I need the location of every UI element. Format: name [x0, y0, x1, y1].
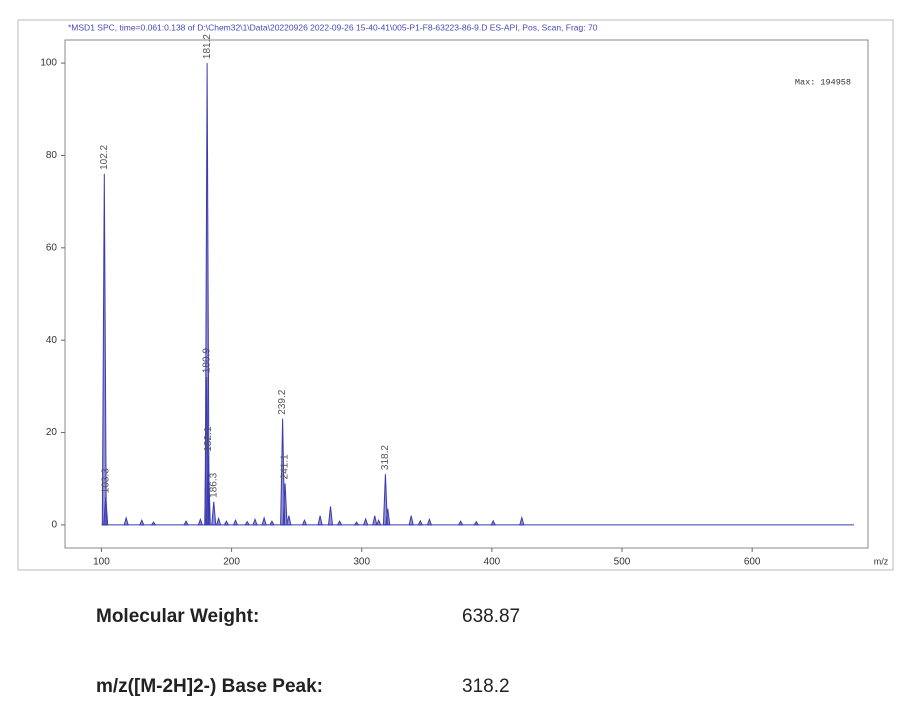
- peak: [215, 516, 222, 526]
- x-axis-label: m/z: [874, 556, 889, 566]
- peak: [519, 515, 525, 526]
- peak-label: 182.1: [203, 426, 214, 451]
- peak: [362, 517, 369, 526]
- peak: [473, 520, 480, 526]
- info-label: m/z([M-2H]2-) Base Peak:: [96, 676, 323, 698]
- y-tick-label: 80: [46, 150, 58, 161]
- peak: [490, 519, 496, 526]
- peak: [301, 519, 308, 526]
- plot-frame: [64, 39, 869, 549]
- chart: *MSD1 SPC, time=0.061:0.138 of D:\Chem32…: [17, 19, 894, 571]
- peak: [223, 520, 230, 526]
- peak: [286, 515, 292, 526]
- chart-frame: [17, 19, 894, 571]
- peak: [269, 520, 275, 526]
- peak-label: 103.3: [100, 468, 111, 493]
- peak: [408, 515, 414, 526]
- peak: [372, 515, 378, 526]
- x-tick-label: 600: [744, 557, 761, 568]
- peak: [205, 455, 211, 526]
- peak: [252, 517, 258, 526]
- peak: [197, 517, 204, 526]
- peak: [336, 520, 343, 526]
- peak: [353, 521, 360, 526]
- max-annotation: Max: 194958: [795, 77, 851, 87]
- x-tick-label: 200: [223, 557, 240, 568]
- peak: [282, 483, 288, 526]
- peak: [183, 520, 189, 526]
- x-tick-label: 400: [484, 557, 501, 568]
- info-label-text: m/z([M-2H]2-) Base Peak:: [96, 676, 323, 697]
- info-value: 638.87: [462, 606, 521, 627]
- peak: [327, 506, 334, 526]
- x-tick-label: 300: [353, 557, 370, 568]
- y-tick-label: 100: [40, 58, 57, 69]
- y-tick-label: 0: [51, 520, 57, 531]
- peak-label: 318.2: [380, 445, 391, 470]
- peak: [385, 508, 391, 526]
- peak-label: 241.1: [280, 454, 291, 479]
- peak: [457, 520, 464, 526]
- peak: [150, 521, 157, 526]
- info-label-text: Molecular Weight:: [96, 606, 260, 627]
- peak: [139, 519, 145, 526]
- peak-label: 186.3: [208, 472, 219, 497]
- peak: [426, 517, 433, 526]
- peak-label: 239.2: [277, 389, 288, 414]
- y-tick-label: 40: [46, 335, 58, 346]
- peak: [317, 515, 323, 526]
- info-value: 318.2: [462, 676, 510, 697]
- peak: [123, 516, 129, 526]
- peak: [103, 497, 109, 526]
- info-label: Molecular Weight:: [96, 606, 259, 628]
- peak: [375, 519, 382, 526]
- peak: [244, 520, 251, 526]
- peak-label: 181.2: [202, 34, 213, 59]
- peak: [417, 519, 424, 526]
- chart-title: *MSD1 SPC, time=0.061:0.138 of D:\Chem32…: [68, 22, 598, 32]
- peak: [261, 516, 267, 526]
- peak: [232, 519, 239, 526]
- x-tick-label: 100: [93, 557, 110, 568]
- x-tick-label: 500: [614, 557, 631, 568]
- y-tick-label: 60: [46, 242, 58, 253]
- peak: [211, 501, 217, 526]
- peak-label: 102.2: [99, 144, 110, 169]
- y-tick-label: 20: [46, 427, 58, 438]
